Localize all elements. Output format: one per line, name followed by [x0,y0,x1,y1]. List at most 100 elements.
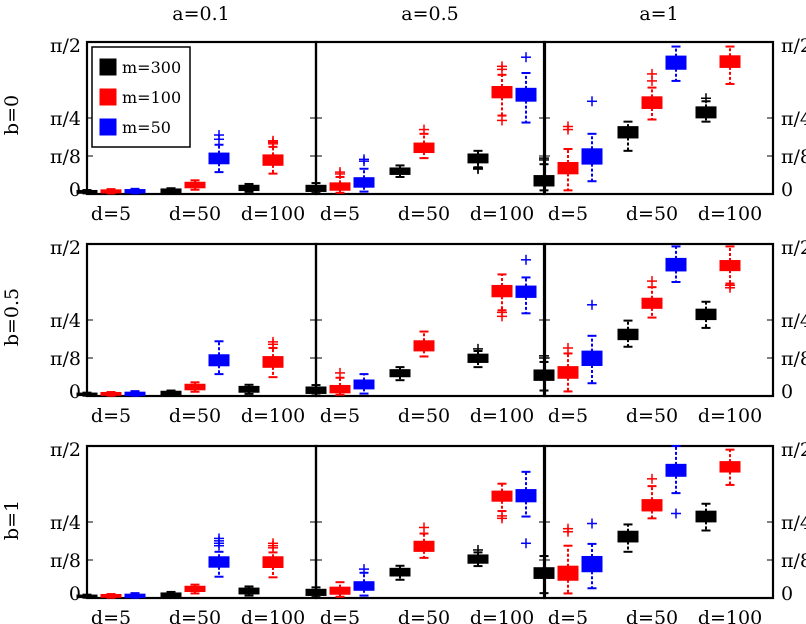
box [467,343,489,369]
panel-frame [314,242,547,398]
y-tick-label: π/4 [50,512,81,534]
panel: 0 π/8 π/4 π/2 d=5 d=50 d=100 [50,35,318,225]
x-tick-label: d=50 [398,405,450,427]
box [262,135,284,175]
legend-swatch [99,58,117,76]
x-tick-label: d=100 [470,607,534,624]
box [160,590,182,599]
box [329,581,351,598]
legend-label: m=100 [122,88,181,107]
box [160,187,182,195]
box [581,518,603,590]
box [533,555,555,595]
x-tick-label: d=5 [548,203,588,225]
y-tick-label: 0 [69,381,81,403]
row-titles: b=0 b=0.5 b=1 [1,95,23,540]
box [491,61,513,126]
x-tick-label: d=100 [241,203,305,225]
y-tick-label: π/8 [781,146,806,168]
box [665,245,687,283]
row-title: b=0.5 [1,288,23,346]
x-tick-label: d=100 [241,607,305,624]
legend-swatch [99,118,117,136]
y-tick-label: π/2 [50,35,81,57]
x-tick-label: d=100 [698,607,762,624]
box [413,522,435,559]
x-tick-label: d=5 [91,607,131,624]
panels: 0π/8π/4π/2d=5 d=50 d=100 d=5 d=50 d=1000π/8π/… [50,35,806,624]
box [353,373,375,395]
box [184,179,206,191]
y-tick-label: π/8 [781,348,806,370]
row-title: b=0 [1,95,23,135]
box [719,448,741,486]
box [665,445,687,519]
box [184,583,206,595]
box [124,390,146,397]
box [515,470,537,549]
x-tick-label: d=100 [241,405,305,427]
panel: 0 π/8 π/4 π/2 d=5 d=50 d=100 [50,237,318,427]
box [208,130,230,174]
x-tick-label: d=50 [169,405,221,427]
x-tick-label: d=5 [548,405,588,427]
panel: 0 π/8 π/4 π/2 d=5 d=50 d=100 [533,439,806,624]
box [515,254,537,315]
column-title: a=0.1 [172,3,229,25]
y-tick-label: π/8 [50,348,81,370]
box [238,585,260,597]
box [305,182,327,195]
box [695,502,717,532]
box [641,68,663,121]
box [389,366,411,382]
box [160,389,182,397]
y-tick-label: 0 [781,381,793,403]
x-tick-label: d=5 [548,607,588,624]
x-tick-label: d=100 [698,203,762,225]
y-tick-label: π/4 [781,108,806,130]
box [719,245,741,293]
box [329,167,351,194]
x-tick-label: d=5 [320,607,360,624]
box [184,381,206,393]
box [557,342,579,393]
y-tick-label: π/8 [781,550,806,572]
y-tick-label: 0 [781,583,793,605]
box [641,276,663,319]
box [329,367,351,396]
x-tick-label: d=50 [626,607,678,624]
box [581,96,603,183]
x-tick-label: d=5 [91,405,131,427]
box [467,149,489,175]
row-title: b=1 [1,500,23,540]
y-tick-label: π/2 [781,439,806,461]
box [208,533,230,578]
y-tick-label: π/4 [781,310,806,332]
box [124,592,146,599]
box [262,538,284,579]
box [100,593,122,599]
box [100,391,122,397]
x-tick-label: d=5 [91,203,131,225]
box [467,544,489,568]
y-tick-label: π/4 [781,512,806,534]
panel-frame [85,242,318,398]
y-tick-label: π/8 [50,146,81,168]
y-tick-label: π/2 [50,237,81,259]
x-tick-label: d=100 [470,203,534,225]
y-tick-label: π/2 [781,237,806,259]
box [665,45,687,82]
box [617,120,639,152]
box [581,299,603,385]
y-tick-label: 0 [781,179,793,201]
y-tick-label: 0 [69,179,81,201]
x-tick-label: d=100 [698,405,762,427]
panel: d=5 d=50 d=100 [305,40,547,225]
box [389,164,411,178]
y-tick-label: π/8 [50,550,81,572]
panel-frame [314,444,547,600]
box [533,350,555,392]
panel: d=5 d=50 d=100 [305,242,547,427]
box [695,93,717,123]
